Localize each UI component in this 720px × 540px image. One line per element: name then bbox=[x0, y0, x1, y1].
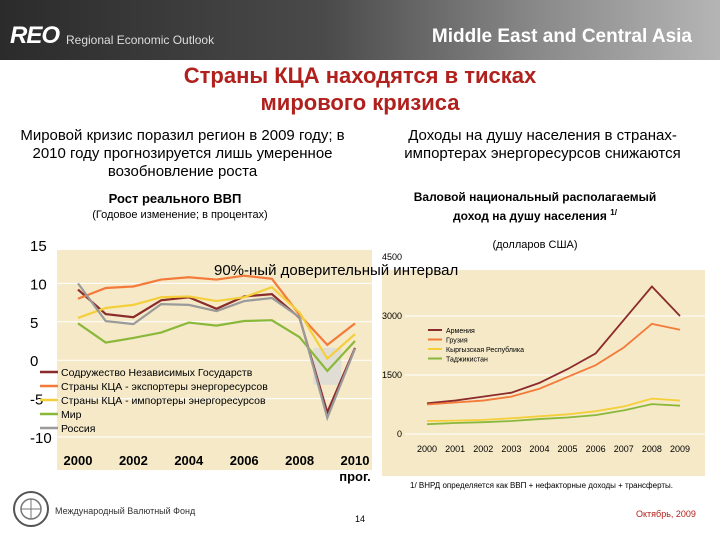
income-x-tick-label: 2005 bbox=[558, 444, 578, 454]
income-chart-title-superscript: 1/ bbox=[610, 208, 617, 217]
income-legend-label: Армения bbox=[446, 328, 475, 335]
income-chart-subtitle: (долларов США) bbox=[492, 239, 578, 251]
gdp-y-tick-label: 5 bbox=[30, 315, 38, 332]
right-lead-text: Доходы на душу населения в странах-импор… bbox=[404, 127, 681, 162]
gdp-chart-subtitle: (Годовое изменение; в процентах) bbox=[92, 209, 268, 221]
gdp-legend-label: Страны КЦА - импортеры энергоресурсов bbox=[61, 395, 266, 407]
income-y-tick-label: 3000 bbox=[382, 311, 402, 321]
gdp-x-tick-label: 2006 bbox=[230, 453, 259, 468]
income-series-line bbox=[426, 403, 681, 426]
income-x-tick-label: 2000 bbox=[417, 444, 437, 454]
income-plot-background bbox=[382, 270, 705, 476]
gdp-legend-label: Россия bbox=[61, 423, 95, 435]
brand-subtitle: Regional Economic Outlook bbox=[66, 33, 215, 47]
income-x-tick-label: 2003 bbox=[501, 444, 521, 454]
income-y-tick-label: 0 bbox=[397, 429, 402, 439]
gdp-series-line bbox=[77, 285, 356, 361]
income-x-tick-label: 2002 bbox=[473, 444, 493, 454]
report-banner: REO Regional Economic Outlook Middle Eas… bbox=[0, 0, 720, 60]
imf-seal-icon bbox=[13, 491, 49, 527]
income-series-line bbox=[426, 322, 681, 406]
income-legend-label: Грузия bbox=[446, 338, 468, 345]
gdp-y-tick-label: -10 bbox=[30, 430, 52, 447]
income-legend-label: Таджикистан bbox=[446, 357, 488, 364]
slide-title-line1: Страны КЦА находятся в тисках bbox=[183, 63, 537, 88]
income-legend-label: Кыргызская Республика bbox=[446, 346, 524, 354]
slide-title-line2: мирового кризиса bbox=[260, 90, 460, 115]
brand-logo: REO bbox=[10, 22, 60, 49]
income-y-tick-label: 1500 bbox=[382, 370, 402, 380]
footnote: 1/ ВНРД определяется как ВВП + нефакторн… bbox=[410, 481, 673, 490]
income-x-tick-label: 2007 bbox=[614, 444, 634, 454]
gdp-y-tick-label: 10 bbox=[30, 276, 47, 293]
gdp-y-tick-label: 0 bbox=[30, 353, 38, 370]
gdp-x-tick-label: 2004 bbox=[174, 453, 204, 468]
income-x-tick-label: 2004 bbox=[529, 444, 549, 454]
region-label: Middle East and Central Asia bbox=[431, 26, 692, 47]
income-series-line bbox=[426, 397, 681, 422]
confidence-interval-label: 90%-ный доверительный интервал bbox=[214, 262, 459, 279]
gdp-y-tick-label: 15 bbox=[30, 238, 47, 255]
income-x-tick-label: 2001 bbox=[445, 444, 465, 454]
income-per-capita-chart: 0 1500 3000 4500 2000 2001 2002 2003 2004 2005 200… bbox=[382, 252, 705, 454]
gdp-legend-label: Мир bbox=[61, 409, 82, 421]
gdp-y-tick-label: -5 bbox=[30, 392, 43, 409]
income-chart-title: Валовой национальный располагаемый доход… bbox=[395, 190, 675, 224]
page-number: 14 bbox=[355, 514, 366, 524]
income-chart-title-text: Валовой национальный располагаемый доход… bbox=[413, 190, 657, 223]
income-x-tick-label: 2006 bbox=[586, 444, 606, 454]
income-y-tick-label: 4500 bbox=[382, 252, 402, 262]
gdp-chart-title: Рост реального ВВП bbox=[108, 191, 242, 206]
publication-date: Октябрь, 2009 bbox=[636, 509, 696, 519]
organization-name: Международный Валютный Фонд bbox=[55, 506, 196, 516]
slide-title: Страны КЦА находятся в тисках мирового к… bbox=[0, 62, 720, 116]
gdp-x-tick-label: 2000 bbox=[64, 453, 93, 468]
gdp-series-line bbox=[77, 274, 356, 347]
gdp-growth-chart: -10 -5 0 5 10 15 2000 2002 2004 2006 2008 2010прог.… bbox=[30, 238, 372, 484]
left-lead-text: Мировой кризис поразил регион в 2009 год… bbox=[20, 127, 345, 180]
gdp-series-line bbox=[77, 282, 357, 422]
income-x-tick-label: 2009 bbox=[670, 444, 690, 454]
gdp-x-tick-label: 2002 bbox=[119, 453, 148, 468]
gdp-x-tick-label: 2010 bbox=[341, 453, 370, 468]
gdp-legend-label: Страны КЦА - экспортеры энергоресурсов bbox=[61, 381, 268, 393]
income-x-tick-label: 2008 bbox=[642, 444, 662, 454]
gdp-x-tick-suffix: прог. bbox=[339, 469, 370, 484]
income-series-line bbox=[426, 285, 681, 405]
gdp-legend-label: Содружество Независимых Государств bbox=[61, 367, 253, 379]
gdp-x-tick-label: 2008 bbox=[285, 453, 314, 468]
